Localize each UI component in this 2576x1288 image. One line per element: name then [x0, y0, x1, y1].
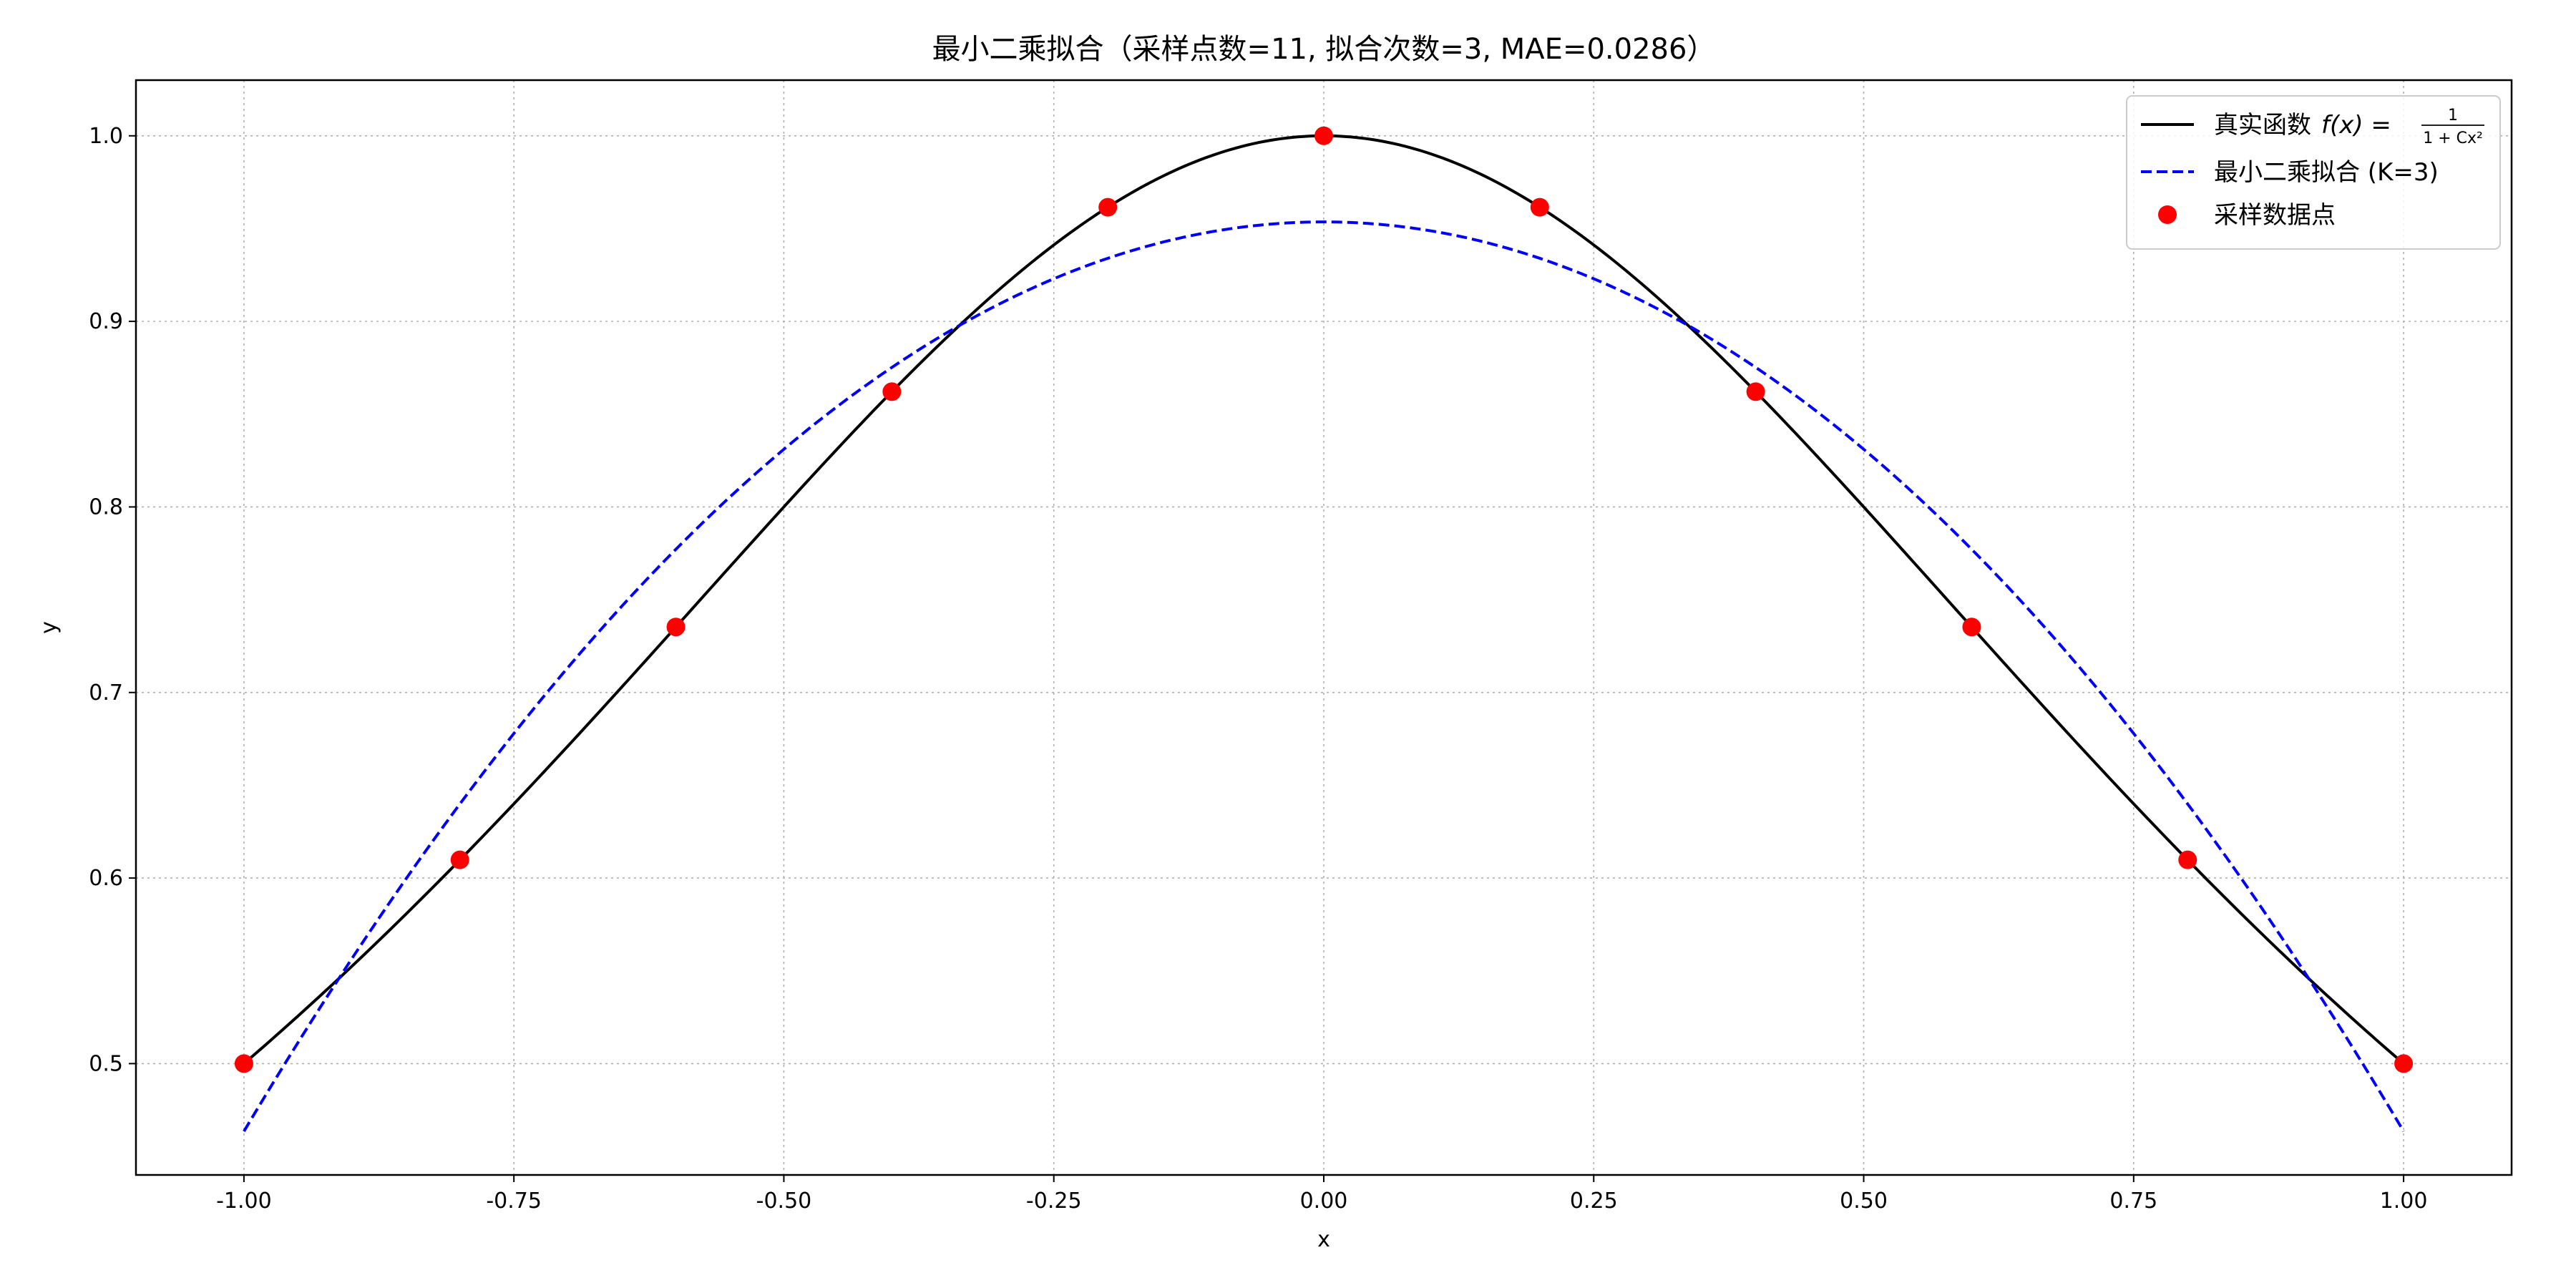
legend-true-formula-numerator: 1 [2448, 107, 2458, 125]
x-tick-label: -1.00 [216, 1189, 272, 1214]
sample-point [1530, 197, 1549, 217]
sample-point [450, 850, 469, 869]
sample-point [882, 382, 902, 401]
x-tick-label: 0.25 [1570, 1189, 1618, 1214]
sample-point [2178, 850, 2197, 869]
axis-ticks: -1.00 -0.75 -0.50 -0.25 0.00 0.25 0.50 0.75 1.00… [89, 124, 2427, 1214]
plot-area [234, 126, 2414, 1133]
x-tick-label: 0.00 [1300, 1189, 1348, 1214]
y-tick-label: 0.6 [89, 866, 123, 891]
y-axis-label: y [36, 621, 62, 634]
sample-point [666, 618, 686, 637]
x-tick-label: 0.50 [1840, 1189, 1888, 1214]
legend-box [2126, 95, 2501, 250]
sample-point [1962, 618, 1981, 637]
sample-point [1746, 382, 1765, 401]
sample-point [234, 1054, 253, 1073]
legend-true-formula-denominator: 1 + Cx² [2423, 130, 2483, 147]
x-axis-label: x [1317, 1227, 1330, 1252]
least-squares-fit-line [243, 220, 2405, 1133]
y-tick-label: 0.5 [89, 1051, 123, 1076]
grid-lines [136, 80, 2512, 1175]
x-tick-label: 0.75 [2109, 1189, 2157, 1214]
chart-title: 最小二乘拟合（采样点数=11, 拟合次数=3, MAE=0.0286） [932, 33, 1716, 66]
legend-fit-label: 最小二乘拟合 (K=3) [2214, 158, 2439, 187]
legend-true-formula-lhs: f(x) = [2321, 111, 2391, 140]
sample-point [1098, 197, 1118, 217]
sample-point [1314, 126, 1333, 145]
legend-true-label: 真实函数 [2214, 111, 2311, 140]
y-tick-label: 1.0 [89, 124, 123, 149]
sample-point [2394, 1054, 2414, 1073]
x-tick-label: -0.50 [756, 1189, 812, 1214]
y-tick-label: 0.9 [89, 309, 123, 334]
legend-points-label: 采样数据点 [2214, 201, 2336, 230]
y-tick-label: 0.8 [89, 494, 123, 519]
x-tick-label: -0.25 [1026, 1189, 1082, 1214]
legend-points-swatch [2158, 205, 2177, 224]
legend: 真实函数 f(x) = 1 1 + Cx² 最小二乘拟合 (K=3) 采样数据点 [2126, 95, 2501, 250]
y-tick-label: 0.7 [89, 680, 123, 706]
x-tick-label: -0.75 [486, 1189, 542, 1214]
x-tick-label: 1.00 [2380, 1189, 2428, 1214]
